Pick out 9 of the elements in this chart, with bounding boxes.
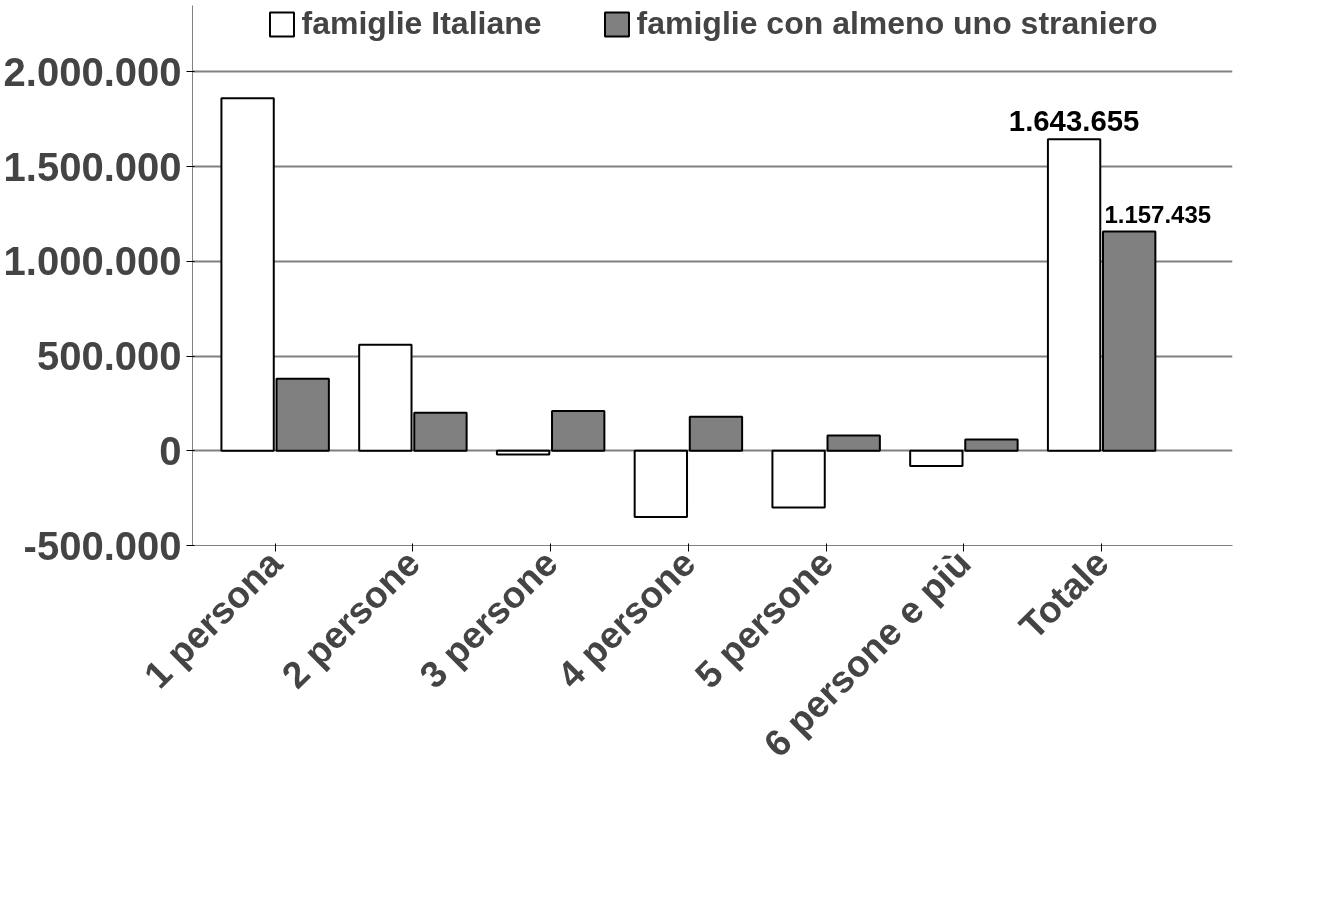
y-tick-label: 1.000.000 (3, 239, 182, 284)
y-tick-label: 1.500.000 (3, 144, 182, 189)
legend-label: famiglie Italiane (301, 5, 542, 42)
y-tick-label: 500.000 (36, 334, 182, 379)
data-label: 1.157.435 (1104, 201, 1212, 229)
data-label: 1.643.655 (1008, 104, 1140, 138)
legend-label: famiglie con almeno uno straniero (636, 5, 1158, 42)
y-tick-label: 0 (159, 428, 182, 473)
y-tick-label: 2.000.000 (3, 49, 182, 94)
